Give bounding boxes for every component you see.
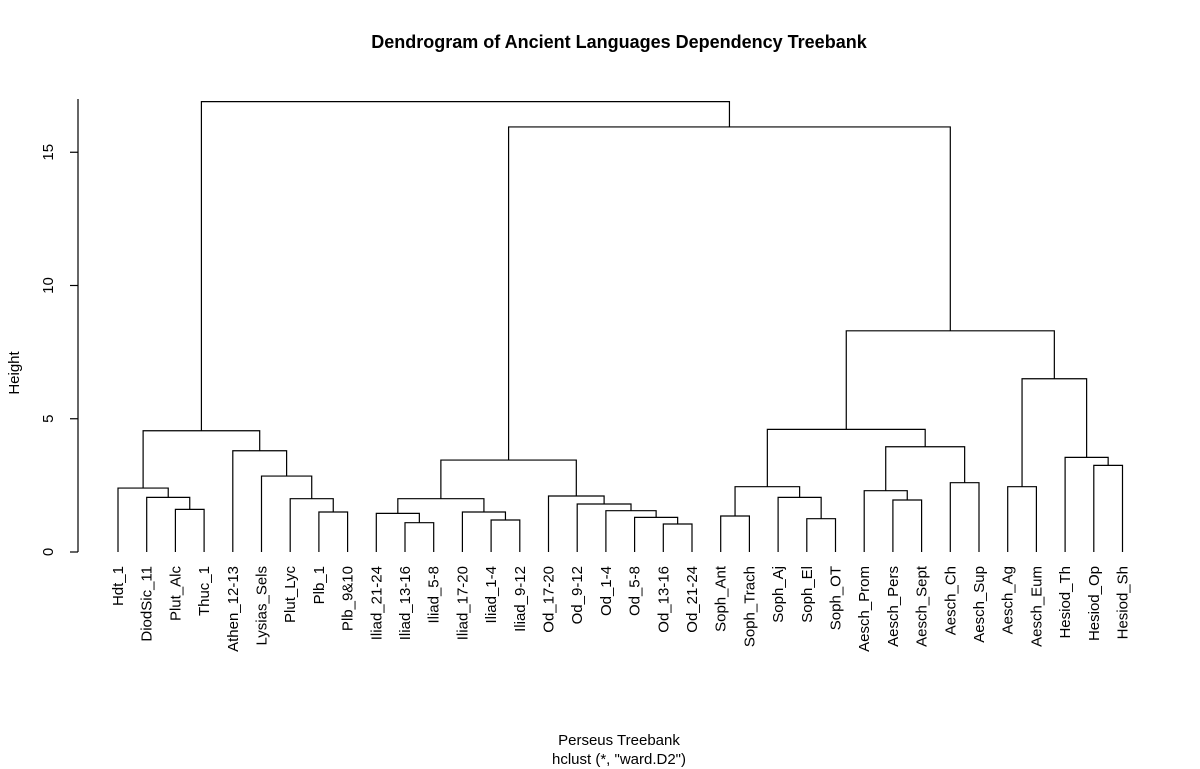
- leaf-label: Plb_1: [311, 566, 328, 604]
- leaf-label: Aesch_Ch: [942, 566, 959, 635]
- leaf-label: Od_21-24: [684, 566, 701, 633]
- chart-title: Dendrogram of Ancient Languages Dependen…: [371, 32, 867, 52]
- leaf-label: Od_1-4: [598, 566, 615, 616]
- leaf-label: Soph_Trach: [741, 566, 758, 647]
- merge-link: [146, 496, 191, 552]
- leaf-label: Od_5-8: [627, 566, 644, 616]
- leaf-label: Hesiod_Sh: [1115, 566, 1132, 639]
- merge-link: [806, 518, 837, 552]
- leaf-label: Aesch_Sup: [971, 566, 988, 643]
- leaf-label: Aesch_Pers: [885, 566, 902, 647]
- merge-link: [1007, 486, 1037, 552]
- y-tick-label: 15: [40, 144, 57, 161]
- leaf-label: Iliad_17-20: [454, 566, 471, 640]
- merge-link: [766, 428, 926, 487]
- leaf-label: Aesch_Prom: [856, 566, 873, 652]
- leaf-label: Plb_9&10: [340, 566, 357, 631]
- merge-link: [662, 523, 693, 552]
- merge-link: [490, 519, 521, 552]
- merge-link: [634, 516, 679, 552]
- merge-link: [461, 511, 507, 552]
- leaf-label: DiodSic_11: [139, 566, 156, 642]
- leaf-label: Iliad_5-8: [426, 566, 443, 624]
- merge-link: [845, 330, 1055, 430]
- merge-link: [232, 450, 288, 552]
- merge-link: [605, 510, 657, 552]
- leaf-label: Soph_El: [799, 566, 816, 623]
- merge-link: [440, 459, 577, 499]
- y-tick-label: 5: [40, 415, 57, 423]
- leaf-label: Hesiod_Th: [1057, 566, 1074, 639]
- merge-link: [1064, 456, 1109, 552]
- merge-link: [260, 475, 313, 552]
- leaf-label: Aesch_Sept: [914, 565, 931, 647]
- y-axis: 0 5 10 15: [40, 98, 79, 556]
- leaf-label: Soph_Aj: [770, 566, 787, 623]
- leaf-label: Soph_OT: [828, 566, 845, 630]
- merge-link: [375, 512, 420, 552]
- merge-link: [1093, 464, 1124, 552]
- merge-link: [885, 446, 966, 491]
- y-axis-label: Height: [6, 350, 23, 394]
- merge-link: [507, 126, 951, 461]
- leaf-label: Od_9-12: [569, 566, 586, 624]
- leaf-label: Lysias_Sels: [254, 566, 271, 645]
- leaf-label: Od_17-20: [541, 566, 558, 633]
- leaf-label: Iliad_1-4: [483, 566, 500, 624]
- leaf-label: Aesch_Eum: [1028, 566, 1045, 647]
- leaf-label: Od_13-16: [655, 566, 672, 633]
- leaf-label: Plut_Alc: [167, 566, 184, 622]
- leaf-label: Iliad_13-16: [397, 566, 414, 640]
- leaf-label: Soph_Ant: [713, 565, 730, 632]
- leaf-label: Plut_Lyc: [282, 566, 299, 623]
- leaf-label: Aesch_Ag: [1000, 566, 1017, 634]
- method-sublabel: hclust (*, "ward.D2"): [552, 751, 686, 768]
- leaf-label: Hesiod_Op: [1086, 566, 1103, 641]
- merge-link: [174, 508, 205, 552]
- leaf-label: Thuc_1: [196, 566, 213, 616]
- leaf-label: Athen_12-13: [225, 566, 242, 652]
- leaf-label: Iliad_9-12: [512, 566, 529, 632]
- merge-link: [289, 498, 334, 552]
- merge-link: [200, 101, 731, 431]
- leaf-labels: Hdt_1 DiodSic_11 Plut_Alc Thuc_1 Athen_12-13…: [110, 565, 1132, 652]
- merge-link: [404, 522, 435, 552]
- merge-link: [892, 499, 923, 552]
- dendrogram-tree: [117, 101, 1124, 552]
- leaf-label: Hdt_1: [110, 566, 127, 606]
- x-axis-label: Perseus Treebank: [558, 732, 680, 749]
- merge-link: [1021, 378, 1088, 487]
- y-tick-label: 10: [40, 277, 57, 294]
- y-tick-label: 0: [40, 548, 57, 556]
- merge-link: [142, 430, 261, 489]
- merge-link: [734, 486, 801, 517]
- merge-link: [397, 498, 485, 514]
- merge-link: [318, 511, 349, 552]
- merge-link: [949, 482, 980, 552]
- leaf-label: Iliad_21-24: [368, 566, 385, 640]
- merge-link: [720, 515, 750, 552]
- merge-link: [777, 496, 822, 552]
